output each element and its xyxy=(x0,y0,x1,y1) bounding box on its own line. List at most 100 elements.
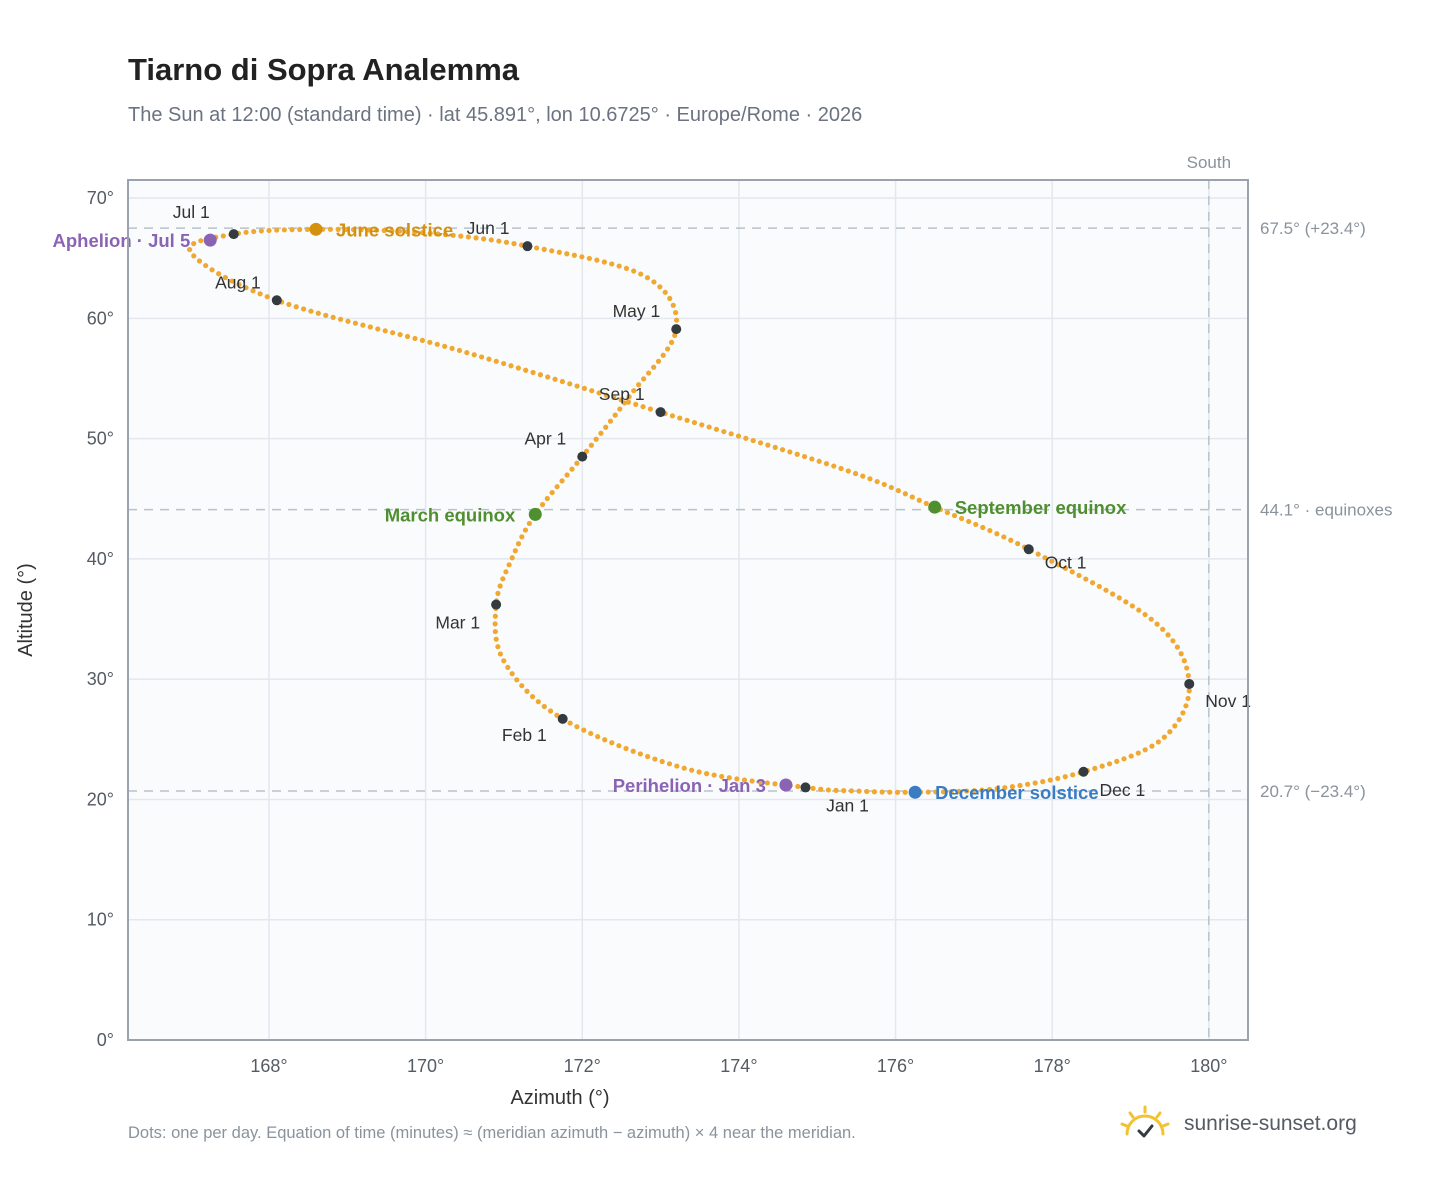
day-dot xyxy=(442,343,448,349)
day-dot xyxy=(1076,572,1082,579)
day-dot xyxy=(554,484,560,490)
event-marker-label: Perihelion · Jan 3 xyxy=(613,775,766,796)
day-dot xyxy=(895,487,901,494)
day-dot xyxy=(534,245,540,251)
day-dot xyxy=(569,466,575,472)
day-dot xyxy=(216,271,222,277)
day-dot xyxy=(389,228,395,234)
day-dot xyxy=(958,515,965,522)
month-marker-dot xyxy=(1184,678,1195,689)
day-dot xyxy=(987,527,993,534)
day-dot xyxy=(506,562,512,568)
day-dot xyxy=(559,378,566,385)
day-dot xyxy=(1096,583,1102,590)
day-dot xyxy=(652,756,658,762)
day-dot xyxy=(196,258,203,264)
day-dot xyxy=(956,788,962,795)
x-tick-label: 178° xyxy=(1034,1056,1071,1076)
day-dot xyxy=(360,322,366,328)
day-dot xyxy=(631,268,637,274)
month-marker-dot xyxy=(271,295,282,306)
day-dot xyxy=(612,412,618,418)
reference-lines: 67.5° (+23.4°) 44.1° · equinoxes 20.7° (−2… xyxy=(128,153,1393,1040)
day-dot xyxy=(427,339,433,345)
day-dot xyxy=(979,787,985,793)
sun-logo-icon xyxy=(1120,1105,1170,1138)
x-tick-label: 180° xyxy=(1190,1056,1227,1076)
month-marker-dot xyxy=(655,407,666,418)
day-dot xyxy=(559,478,565,484)
month-marker-dot xyxy=(577,451,588,462)
day-dot xyxy=(495,590,501,596)
day-dot xyxy=(909,494,915,500)
day-dot xyxy=(1128,753,1134,759)
day-dot xyxy=(539,501,546,508)
day-dot xyxy=(626,394,632,400)
day-dot xyxy=(345,318,351,324)
day-dot xyxy=(236,281,242,288)
reference-line-label: 44.1° · equinoxes xyxy=(1260,501,1393,520)
day-dot xyxy=(501,360,507,367)
reference-line-label: 67.5° (+23.4°) xyxy=(1260,219,1366,238)
day-dot xyxy=(220,233,226,239)
day-dot xyxy=(300,306,307,312)
day-dot xyxy=(304,226,311,232)
day-dot xyxy=(743,435,749,441)
month-marker-dot xyxy=(1023,544,1034,555)
day-dot xyxy=(1103,587,1109,593)
x-tick-label: 172° xyxy=(564,1056,601,1076)
day-dot xyxy=(689,767,695,773)
day-dot xyxy=(816,458,822,464)
day-dot xyxy=(198,238,204,244)
day-dot xyxy=(667,295,673,302)
day-dot xyxy=(229,278,235,284)
day-dot xyxy=(588,730,594,737)
day-dot xyxy=(511,241,517,247)
day-dot xyxy=(593,436,599,442)
day-dot xyxy=(581,385,588,391)
day-dot xyxy=(366,227,372,233)
day-dot xyxy=(1116,595,1122,601)
y-axis-title: Altitude (°) xyxy=(15,563,37,657)
day-dot xyxy=(888,484,894,491)
day-dot xyxy=(894,789,901,795)
day-dot xyxy=(286,301,292,308)
y-tick-label: 50° xyxy=(87,429,114,449)
event-marker-dot xyxy=(528,507,542,521)
event-marker-label: March equinox xyxy=(385,504,516,525)
day-dot xyxy=(274,227,280,233)
month-marker-label: Jan 1 xyxy=(826,795,869,815)
day-dot xyxy=(505,664,511,670)
day-dot xyxy=(250,288,256,294)
day-dot xyxy=(549,248,555,254)
day-dot xyxy=(645,753,651,760)
month-marker-dot xyxy=(557,713,568,724)
day-dot xyxy=(209,267,215,273)
day-dot xyxy=(670,302,676,308)
day-dot xyxy=(544,495,550,502)
day-dot xyxy=(1185,695,1191,702)
y-tick-label: 40° xyxy=(87,549,114,569)
day-dot xyxy=(442,232,449,238)
day-dot xyxy=(871,789,878,795)
day-dot xyxy=(631,388,637,394)
brand-link[interactable]: sunrise-sunset.org xyxy=(1118,1100,1357,1148)
day-dot xyxy=(493,636,499,642)
day-dot xyxy=(266,227,272,234)
day-dot xyxy=(662,289,668,295)
day-dot xyxy=(596,390,602,396)
day-dot xyxy=(621,400,628,406)
day-dot xyxy=(609,740,615,746)
day-dot xyxy=(879,789,885,795)
day-dot xyxy=(818,786,824,792)
day-dot xyxy=(1174,644,1180,650)
day-dot xyxy=(902,491,908,497)
day-dot xyxy=(633,401,639,408)
day-dot xyxy=(951,512,958,519)
day-dot xyxy=(772,444,778,450)
day-dot xyxy=(741,777,748,783)
day-dot xyxy=(841,788,847,794)
day-dot xyxy=(603,424,609,430)
day-dot xyxy=(434,341,440,347)
day-dot xyxy=(1136,607,1142,613)
